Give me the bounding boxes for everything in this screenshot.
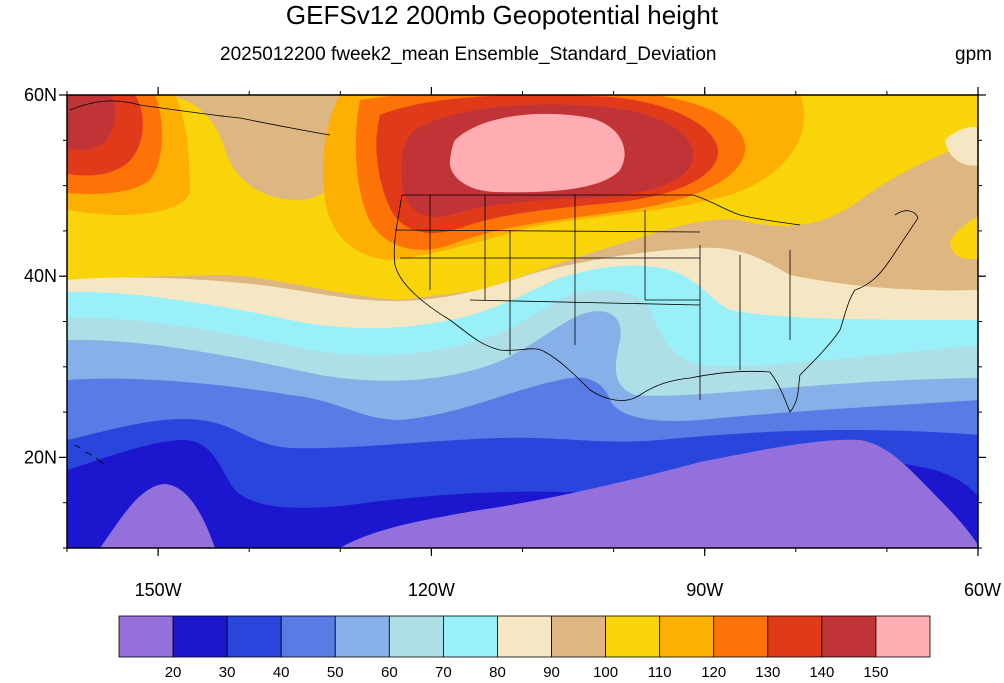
colorbar-swatch xyxy=(767,615,823,658)
colorbar: 20 30 40 50 60 70 80 90 100 110 120 130 140 150 xyxy=(118,615,931,681)
colorbar-swatch xyxy=(875,615,931,658)
colorbar-label: 30 xyxy=(219,664,236,681)
colorbar-swatch xyxy=(497,615,552,658)
lat-tick-label: 60N xyxy=(24,85,57,105)
colorbar-swatch xyxy=(659,615,715,658)
contour-field xyxy=(67,95,978,548)
colorbar-label: 130 xyxy=(755,664,780,681)
colorbar-label: 40 xyxy=(273,664,290,681)
colorbar-label: 90 xyxy=(543,664,560,681)
colorbar-label: 140 xyxy=(809,664,834,681)
colorbar-label: 20 xyxy=(165,664,182,681)
alaska-coast xyxy=(69,100,331,136)
colorbar-label: 150 xyxy=(863,664,888,681)
colorbar-swatch xyxy=(442,615,498,658)
lon-tick-label: 60W xyxy=(964,580,1001,600)
colorbar-label: 80 xyxy=(489,664,506,681)
lon-tick-label: 120W xyxy=(408,580,455,600)
lat-tick-label: 40N xyxy=(24,266,57,286)
chart-title: GEFSv12 200mb Geopotential height xyxy=(285,0,719,30)
colorbar-swatch xyxy=(118,615,174,658)
hawaii xyxy=(74,444,105,465)
colorbar-swatch xyxy=(821,615,877,658)
colorbar-swatch xyxy=(226,615,282,658)
colorbar-label: 100 xyxy=(593,664,618,681)
colorbar-swatch xyxy=(280,615,336,658)
canada-border xyxy=(402,194,801,226)
contour-east-110 xyxy=(950,216,978,259)
colorbar-swatch xyxy=(172,615,228,658)
contour-east-90 xyxy=(945,127,978,166)
contour-150-west xyxy=(67,95,116,150)
lon-tick-label: 90W xyxy=(686,580,723,600)
state-lines-east xyxy=(394,229,791,400)
state-lines-west xyxy=(429,195,700,355)
colorbar-swatch xyxy=(713,615,769,658)
political-boundaries xyxy=(69,100,919,465)
colorbar-label: 60 xyxy=(381,664,398,681)
colorbar-swatch xyxy=(605,615,661,658)
colorbar-label: 110 xyxy=(648,664,672,681)
contour-min-south xyxy=(340,439,978,548)
colorbar-label: 120 xyxy=(701,664,726,681)
colorbar-swatch xyxy=(551,615,606,658)
colorbar-label: 70 xyxy=(435,664,452,681)
contour-min-west xyxy=(100,484,215,548)
colorbar-swatch xyxy=(388,615,444,658)
colorbar-label: 50 xyxy=(327,664,344,681)
lat-tick-label: 20N xyxy=(24,447,57,467)
colorbar-swatch xyxy=(334,615,390,658)
axis-ticks: 60N 40N 20N 150W 120W 90W 60W xyxy=(24,85,1001,600)
contour-max xyxy=(449,113,625,193)
us-coastline xyxy=(393,194,919,413)
units-label: gpm xyxy=(955,44,992,65)
chart-subtitle: 2025012200 fweek2_mean Ensemble_Standard… xyxy=(220,44,717,65)
lon-tick-label: 150W xyxy=(135,580,182,600)
